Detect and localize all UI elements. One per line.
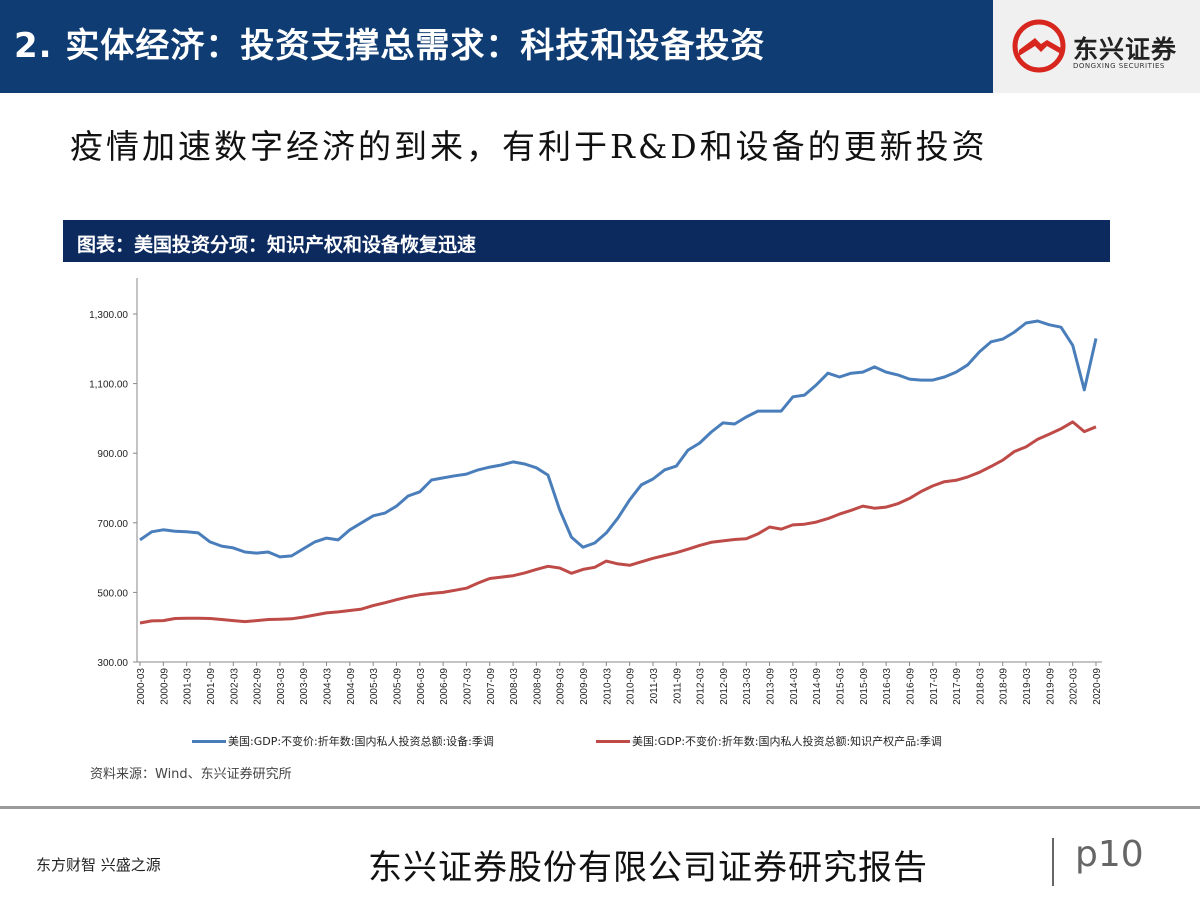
x-tick-label: 2011-03 — [649, 668, 660, 704]
x-tick-label: 2012-09 — [719, 668, 730, 705]
x-tick-label: 2017-09 — [952, 668, 963, 705]
legend-swatch — [192, 739, 226, 743]
x-tick-label: 2002-03 — [229, 668, 240, 705]
x-tick-label: 2015-03 — [836, 668, 847, 705]
x-tick-label: 2018-03 — [975, 668, 986, 705]
x-tick-label: 2018-09 — [999, 668, 1010, 705]
y-tick-label: 500.00 — [97, 588, 128, 599]
x-tick-label: 2006-03 — [416, 668, 427, 705]
x-tick-label: 2007-03 — [462, 668, 473, 705]
x-tick-label: 2005-09 — [392, 668, 403, 705]
x-tick-label: 2004-03 — [323, 668, 334, 705]
x-tick-label: 2008-09 — [532, 668, 543, 705]
line-chart: 300.00 500.00 700.00 900.00 1,100.00 1,300.00… — [89, 278, 1103, 705]
x-tick-label: 2013-03 — [742, 668, 753, 705]
x-tick-label: 2016-09 — [905, 668, 916, 705]
x-tick-label: 2000-03 — [136, 668, 147, 705]
x-tick-label: 2017-03 — [929, 668, 940, 705]
source-note: 资料来源：Wind、东兴证券研究所 — [90, 767, 292, 782]
legend-label: 美国:GDP:不变价:折年数:国内私人投资总额:知识产权产品:季调 — [632, 735, 942, 748]
x-tick-label: 2006-09 — [439, 668, 450, 705]
x-tick-label: 2010-03 — [602, 668, 613, 705]
x-tick-label: 2010-09 — [626, 668, 637, 705]
legend-swatch — [596, 739, 630, 743]
x-tick-label: 2020-03 — [1069, 668, 1080, 705]
slide-title: 2. 实体经济：投资支撑总需求：科技和设备投资 — [14, 26, 766, 66]
x-tick-label: 2014-03 — [789, 668, 800, 705]
x-tick-label: 2009-09 — [579, 668, 590, 705]
logo-text-cn: 东兴证券 — [1073, 35, 1178, 64]
legend-item-ip: 美国:GDP:不变价:折年数:国内私人投资总额:知识产权产品:季调 — [596, 733, 942, 749]
footer-company: 东兴证券股份有限公司证券研究报告 — [368, 848, 928, 888]
x-tick-label: 2020-09 — [1092, 668, 1103, 705]
footer-divider — [0, 806, 1200, 809]
header-bar: 2. 实体经济：投资支撑总需求：科技和设备投资 — [0, 0, 993, 93]
y-tick-label: 900.00 — [97, 449, 128, 460]
x-tick-label: 2002-09 — [253, 668, 264, 705]
chart-title: 图表：美国投资分项：知识产权和设备恢复迅速 — [77, 234, 477, 256]
x-tick-label: 2019-09 — [1045, 668, 1056, 705]
footer-separator — [1052, 838, 1054, 886]
x-tick-label: 2013-09 — [766, 668, 777, 705]
y-tick-label: 700.00 — [97, 519, 128, 530]
x-tick-label: 2001-09 — [206, 668, 217, 705]
x-tick-label: 2004-09 — [346, 668, 357, 705]
x-tick-label: 2012-03 — [696, 668, 707, 705]
footer-slogan: 东方财智 兴盛之源 — [36, 856, 161, 874]
x-tick-label: 2003-03 — [276, 668, 287, 705]
y-tick-label: 300.00 — [97, 658, 128, 669]
legend-item-equipment: 美国:GDP:不变价:折年数:国内私人投资总额:设备:季调 — [192, 733, 494, 749]
series-line-ip — [139, 420, 1097, 625]
legend-label: 美国:GDP:不变价:折年数:国内私人投资总额:设备:季调 — [228, 735, 494, 748]
x-tick-label: 2001-03 — [183, 668, 194, 705]
x-tick-label: 2007-09 — [486, 668, 497, 705]
page-number: p10 — [1075, 834, 1144, 875]
x-tick-label: 2014-09 — [812, 668, 823, 705]
y-tick-label: 1,300.00 — [89, 310, 128, 321]
x-tick-label: 2016-03 — [882, 668, 893, 705]
x-tick-label: 2000-09 — [159, 668, 170, 705]
logo-text-en: DONGXING SECURITIES — [1073, 62, 1165, 70]
chart-title-bar: 图表：美国投资分项：知识产权和设备恢复迅速 — [63, 220, 1110, 262]
x-tick-label: 2005-03 — [369, 668, 380, 705]
slide-subtitle: 疫情加速数字经济的到来，有利于R&D和设备的更新投资 — [70, 127, 988, 166]
logo-emblem-icon — [1012, 19, 1066, 73]
x-tick-label: 2019-03 — [1022, 668, 1033, 705]
series-line-equipment — [139, 319, 1098, 559]
y-tick-label: 1,100.00 — [89, 380, 128, 391]
company-logo: 东兴证券 DONGXING SECURITIES — [993, 0, 1200, 93]
x-tick-label: 2015-09 — [859, 668, 870, 705]
x-tick-label: 2008-03 — [509, 668, 520, 705]
x-tick-label: 2009-03 — [556, 668, 567, 705]
x-tick-label: 2003-09 — [299, 668, 310, 705]
x-tick-label: 2011-09 — [672, 668, 683, 704]
